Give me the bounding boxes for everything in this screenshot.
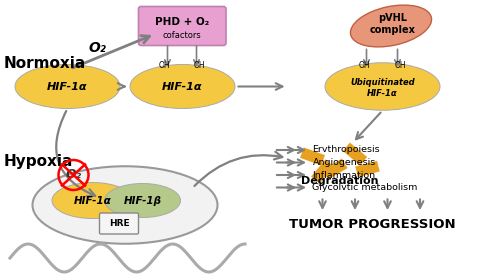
Polygon shape <box>355 161 380 177</box>
Ellipse shape <box>325 63 440 110</box>
Text: Normoxia: Normoxia <box>4 57 86 71</box>
Ellipse shape <box>130 64 235 109</box>
Text: HIF-1α: HIF-1α <box>162 81 203 92</box>
Text: OH: OH <box>158 61 170 69</box>
Polygon shape <box>300 148 325 165</box>
FancyBboxPatch shape <box>100 213 138 234</box>
FancyArrowPatch shape <box>194 152 282 186</box>
FancyBboxPatch shape <box>138 6 226 45</box>
Text: O₂: O₂ <box>66 169 82 182</box>
Text: OH: OH <box>394 61 406 69</box>
Text: Ervthropoiesis: Ervthropoiesis <box>312 146 380 155</box>
Text: HRE: HRE <box>108 219 130 228</box>
Text: Inflammation: Inflammation <box>312 170 376 179</box>
Text: Ubiquitinated
HIF-1α: Ubiquitinated HIF-1α <box>350 78 415 98</box>
FancyArrowPatch shape <box>56 111 95 196</box>
Polygon shape <box>322 159 347 179</box>
Ellipse shape <box>15 64 120 109</box>
Text: Hypoxia: Hypoxia <box>4 154 73 169</box>
Text: Degradation: Degradation <box>301 175 379 186</box>
Text: pVHL
complex: pVHL complex <box>370 13 416 35</box>
Polygon shape <box>311 159 334 184</box>
Ellipse shape <box>350 5 432 47</box>
Text: HIF-1α: HIF-1α <box>47 81 88 92</box>
Text: O₂: O₂ <box>88 40 106 54</box>
Text: Angiogenesis: Angiogenesis <box>312 158 376 167</box>
Text: HIF-1α: HIF-1α <box>74 196 112 206</box>
Ellipse shape <box>52 182 133 218</box>
Text: cofactors: cofactors <box>163 31 202 40</box>
Text: Glycolvtic metabolism: Glycolvtic metabolism <box>312 183 418 192</box>
Polygon shape <box>343 143 367 165</box>
Text: PHD + O₂: PHD + O₂ <box>155 17 210 27</box>
Text: TUMOR PROGRESSION: TUMOR PROGRESSION <box>289 218 456 230</box>
Text: OH: OH <box>193 61 205 69</box>
Text: OH: OH <box>358 61 370 69</box>
Text: HIF-1β: HIF-1β <box>124 196 162 206</box>
Ellipse shape <box>32 166 218 244</box>
Ellipse shape <box>104 184 180 218</box>
